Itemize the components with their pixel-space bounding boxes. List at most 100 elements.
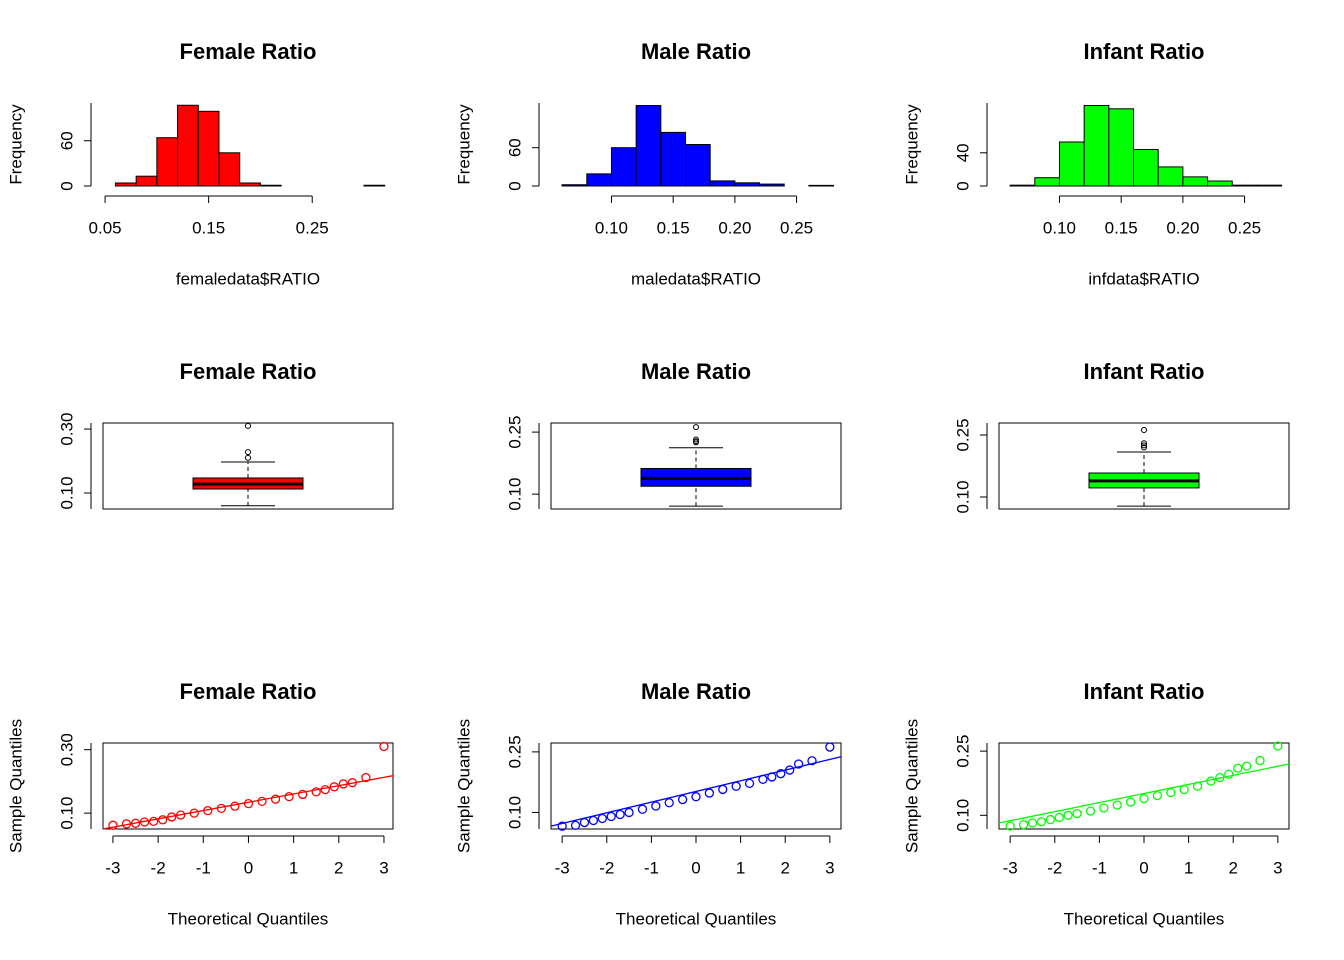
qq-point (148, 816, 159, 827)
x-tick-label: 0.20 (1166, 218, 1199, 237)
qq-point (270, 794, 281, 804)
x-axis-label: infdata$RATIO (1088, 269, 1199, 288)
y-tick-label: 0.25 (953, 735, 972, 768)
x-tick-label: 3 (379, 858, 388, 877)
x-axis-label: maledata$RATIO (631, 269, 761, 288)
qq-line (998, 763, 1290, 824)
chart-title: Female Ratio (180, 39, 317, 64)
x-axis-label: Theoretical Quantiles (168, 909, 329, 928)
y-tick-label: 0 (953, 181, 972, 190)
x-tick-label: 0.10 (1043, 218, 1076, 237)
outlier (693, 424, 699, 431)
qq-point (588, 815, 599, 826)
qq-point (825, 742, 835, 752)
x-tick-label: 1 (289, 858, 298, 877)
x-tick-label: -2 (599, 858, 614, 877)
plot-frame (998, 742, 1290, 830)
qq-point (230, 801, 240, 811)
y-tick-label: 0.25 (953, 418, 972, 451)
x-tick-label: 1 (736, 858, 745, 877)
qq-point (216, 803, 226, 814)
histogram-bar (1133, 148, 1159, 187)
y-tick-label: 0 (57, 181, 76, 190)
qq-point (257, 796, 267, 807)
histogram-bar (1083, 104, 1110, 187)
chart-title: Female Ratio (180, 679, 317, 704)
outlier (1141, 427, 1147, 434)
qq-point (615, 809, 625, 820)
histogram-bar (1009, 184, 1036, 187)
qq-point (329, 782, 339, 792)
plot-frame (998, 422, 1290, 510)
chart-title: Infant Ratio (1084, 39, 1205, 64)
y-tick-label: 0.10 (505, 796, 524, 829)
y-tick-label: 0.30 (57, 413, 76, 446)
qq-point (767, 772, 777, 782)
x-tick-label: 0.20 (718, 218, 751, 237)
histogram-bar (218, 152, 241, 187)
qq-point (579, 817, 590, 828)
y-tick-label: 0.10 (953, 799, 972, 832)
qq-point (243, 798, 254, 809)
qq-point (338, 779, 348, 789)
qq-point (651, 801, 661, 811)
qq-point (1152, 790, 1163, 801)
qq-point (718, 784, 728, 795)
qq-point (1005, 821, 1015, 831)
histogram-bar (561, 184, 588, 187)
chart-title: Male Ratio (641, 39, 751, 64)
qq-point (1192, 781, 1203, 791)
x-tick-label: 0.25 (1228, 218, 1261, 237)
qq-point (1215, 773, 1225, 783)
histogram-bar (1058, 141, 1085, 187)
chart-title: Male Ratio (641, 679, 751, 704)
chart-title: Infant Ratio (1084, 679, 1205, 704)
histogram-bar (1231, 184, 1258, 187)
qq-point (1125, 797, 1136, 807)
qq-point (311, 787, 321, 797)
x-tick-label: 0.25 (780, 218, 813, 237)
histogram-bar (660, 131, 687, 187)
histogram-bar (1182, 176, 1209, 187)
plot-frame (550, 742, 842, 830)
plot-frame (550, 422, 842, 510)
histogram-bar (610, 147, 637, 187)
x-tick-label: 0.15 (657, 218, 690, 237)
qq-point (347, 778, 357, 788)
y-axis-label: Sample Quantiles (6, 719, 25, 853)
x-axis-label: Theoretical Quantiles (616, 909, 777, 928)
x-tick-label: -3 (105, 858, 120, 877)
qq-point (1054, 812, 1064, 823)
x-tick-label: 2 (780, 858, 789, 877)
qq-point (1166, 787, 1176, 798)
qq-point (776, 769, 786, 779)
qq-point (1099, 803, 1109, 813)
qq-point (677, 794, 688, 805)
qq-line (550, 756, 842, 827)
y-tick-label: 0.10 (505, 478, 524, 511)
x-tick-label: -1 (1092, 858, 1107, 877)
x-tick-label: -3 (555, 858, 570, 877)
qq-point (284, 791, 294, 802)
qq-point (570, 820, 581, 831)
chart-title: Male Ratio (641, 359, 751, 384)
y-tick-label: 0.10 (953, 480, 972, 513)
chart-title: Female Ratio (180, 359, 317, 384)
x-tick-label: -1 (644, 858, 659, 877)
qq-point (793, 759, 804, 769)
qq-point (1139, 793, 1149, 804)
x-tick-label: 0.10 (595, 218, 628, 237)
x-tick-label: 2 (1228, 858, 1237, 877)
qq-point (624, 807, 634, 818)
qq-point (379, 741, 389, 752)
y-tick-label: 0 (505, 181, 524, 190)
qq-point (1112, 800, 1122, 810)
x-tick-label: -2 (1047, 858, 1062, 877)
y-tick-label: 60 (57, 131, 76, 150)
x-tick-label: -1 (196, 858, 211, 877)
x-axis-label: femaledata$RATIO (176, 269, 320, 288)
qq-point (320, 784, 330, 795)
y-tick-label: 0.10 (57, 476, 76, 509)
histogram-bar (1157, 166, 1184, 187)
x-tick-label: 1 (1184, 858, 1193, 877)
